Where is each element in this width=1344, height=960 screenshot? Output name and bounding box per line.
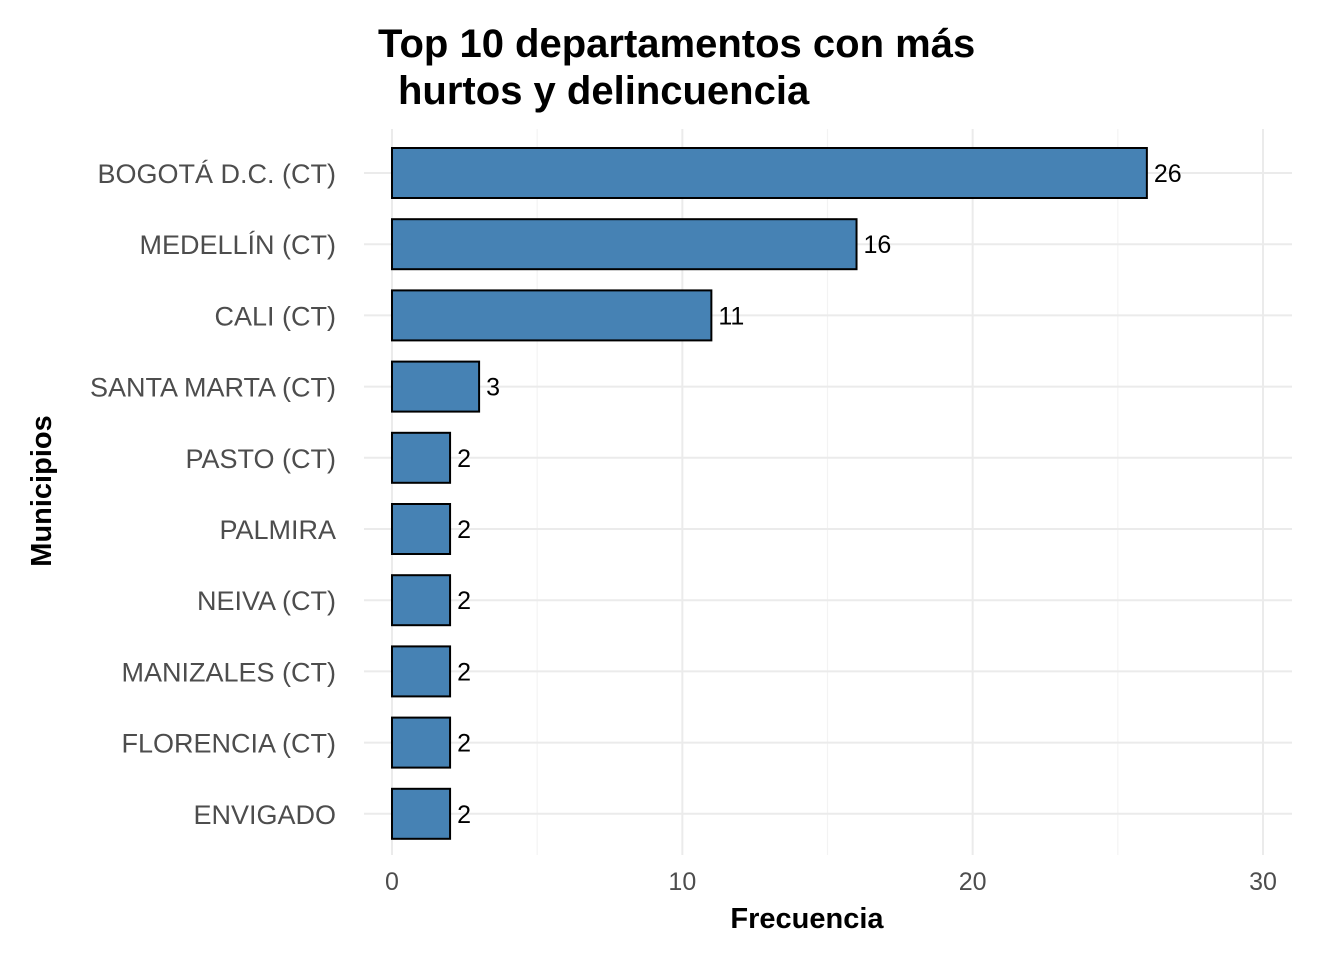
bar-value-label: 2 <box>457 445 471 473</box>
bar-value-label: 3 <box>486 374 500 402</box>
y-axis-category-label: MANIZALES (CT) <box>121 657 336 687</box>
y-axis-category-label: NEIVA (CT) <box>197 586 336 616</box>
bar <box>391 431 452 484</box>
y-axis-category-label: MEDELLÍN (CT) <box>139 230 336 260</box>
x-axis-tick-label: 20 <box>959 868 987 896</box>
bar <box>391 503 452 555</box>
y-axis-category-label: BOGOTÁ D.C. (CT) <box>98 159 337 189</box>
x-axis-tick-label: 10 <box>668 868 696 896</box>
grid-lines <box>364 129 1292 855</box>
data-labels: 26 16 11 3 2 2 2 2 2 2 <box>457 160 1182 829</box>
bar <box>391 574 452 627</box>
y-axis-category-label: FLORENCIA (CT) <box>121 729 336 759</box>
y-axis-category-label: ENVIGADO <box>193 800 336 830</box>
x-axis-tick-labels: 0 10 20 30 <box>385 868 1277 896</box>
x-axis-tick-label: 0 <box>385 868 399 896</box>
bar-value-label: 2 <box>457 801 471 829</box>
bar-value-label: 2 <box>457 587 471 615</box>
bar-value-label: 2 <box>457 730 471 758</box>
x-axis-title: Frecuencia <box>730 903 884 935</box>
bar-value-label: 11 <box>718 302 744 330</box>
y-axis-category-label: PALMIRA <box>219 515 336 545</box>
chart-title-line-1: Top 10 departamentos con más <box>378 22 975 66</box>
y-axis-title: Municipios <box>26 415 58 566</box>
y-axis-category-label: PASTO (CT) <box>185 444 336 474</box>
bar-value-label: 16 <box>864 231 892 259</box>
y-axis-category-label: CALI (CT) <box>215 301 337 331</box>
bar <box>391 716 452 769</box>
bar-value-label: 26 <box>1154 160 1182 188</box>
y-axis-category-label: SANTA MARTA (CT) <box>90 373 336 403</box>
chart-title-line-2: hurtos y delincuencia <box>398 69 810 113</box>
bar <box>391 645 452 698</box>
bar <box>391 787 452 840</box>
bars <box>391 147 1148 840</box>
bar-value-label: 2 <box>457 658 471 686</box>
bar <box>391 289 713 342</box>
bar <box>391 147 1148 199</box>
bar <box>391 360 481 413</box>
y-axis-category-labels: BOGOTÁ D.C. (CT) MEDELLÍN (CT) CALI (CT) SA… <box>90 159 336 830</box>
bar <box>391 218 858 271</box>
x-axis-tick-label: 30 <box>1249 868 1277 896</box>
bar-value-label: 2 <box>457 516 471 544</box>
